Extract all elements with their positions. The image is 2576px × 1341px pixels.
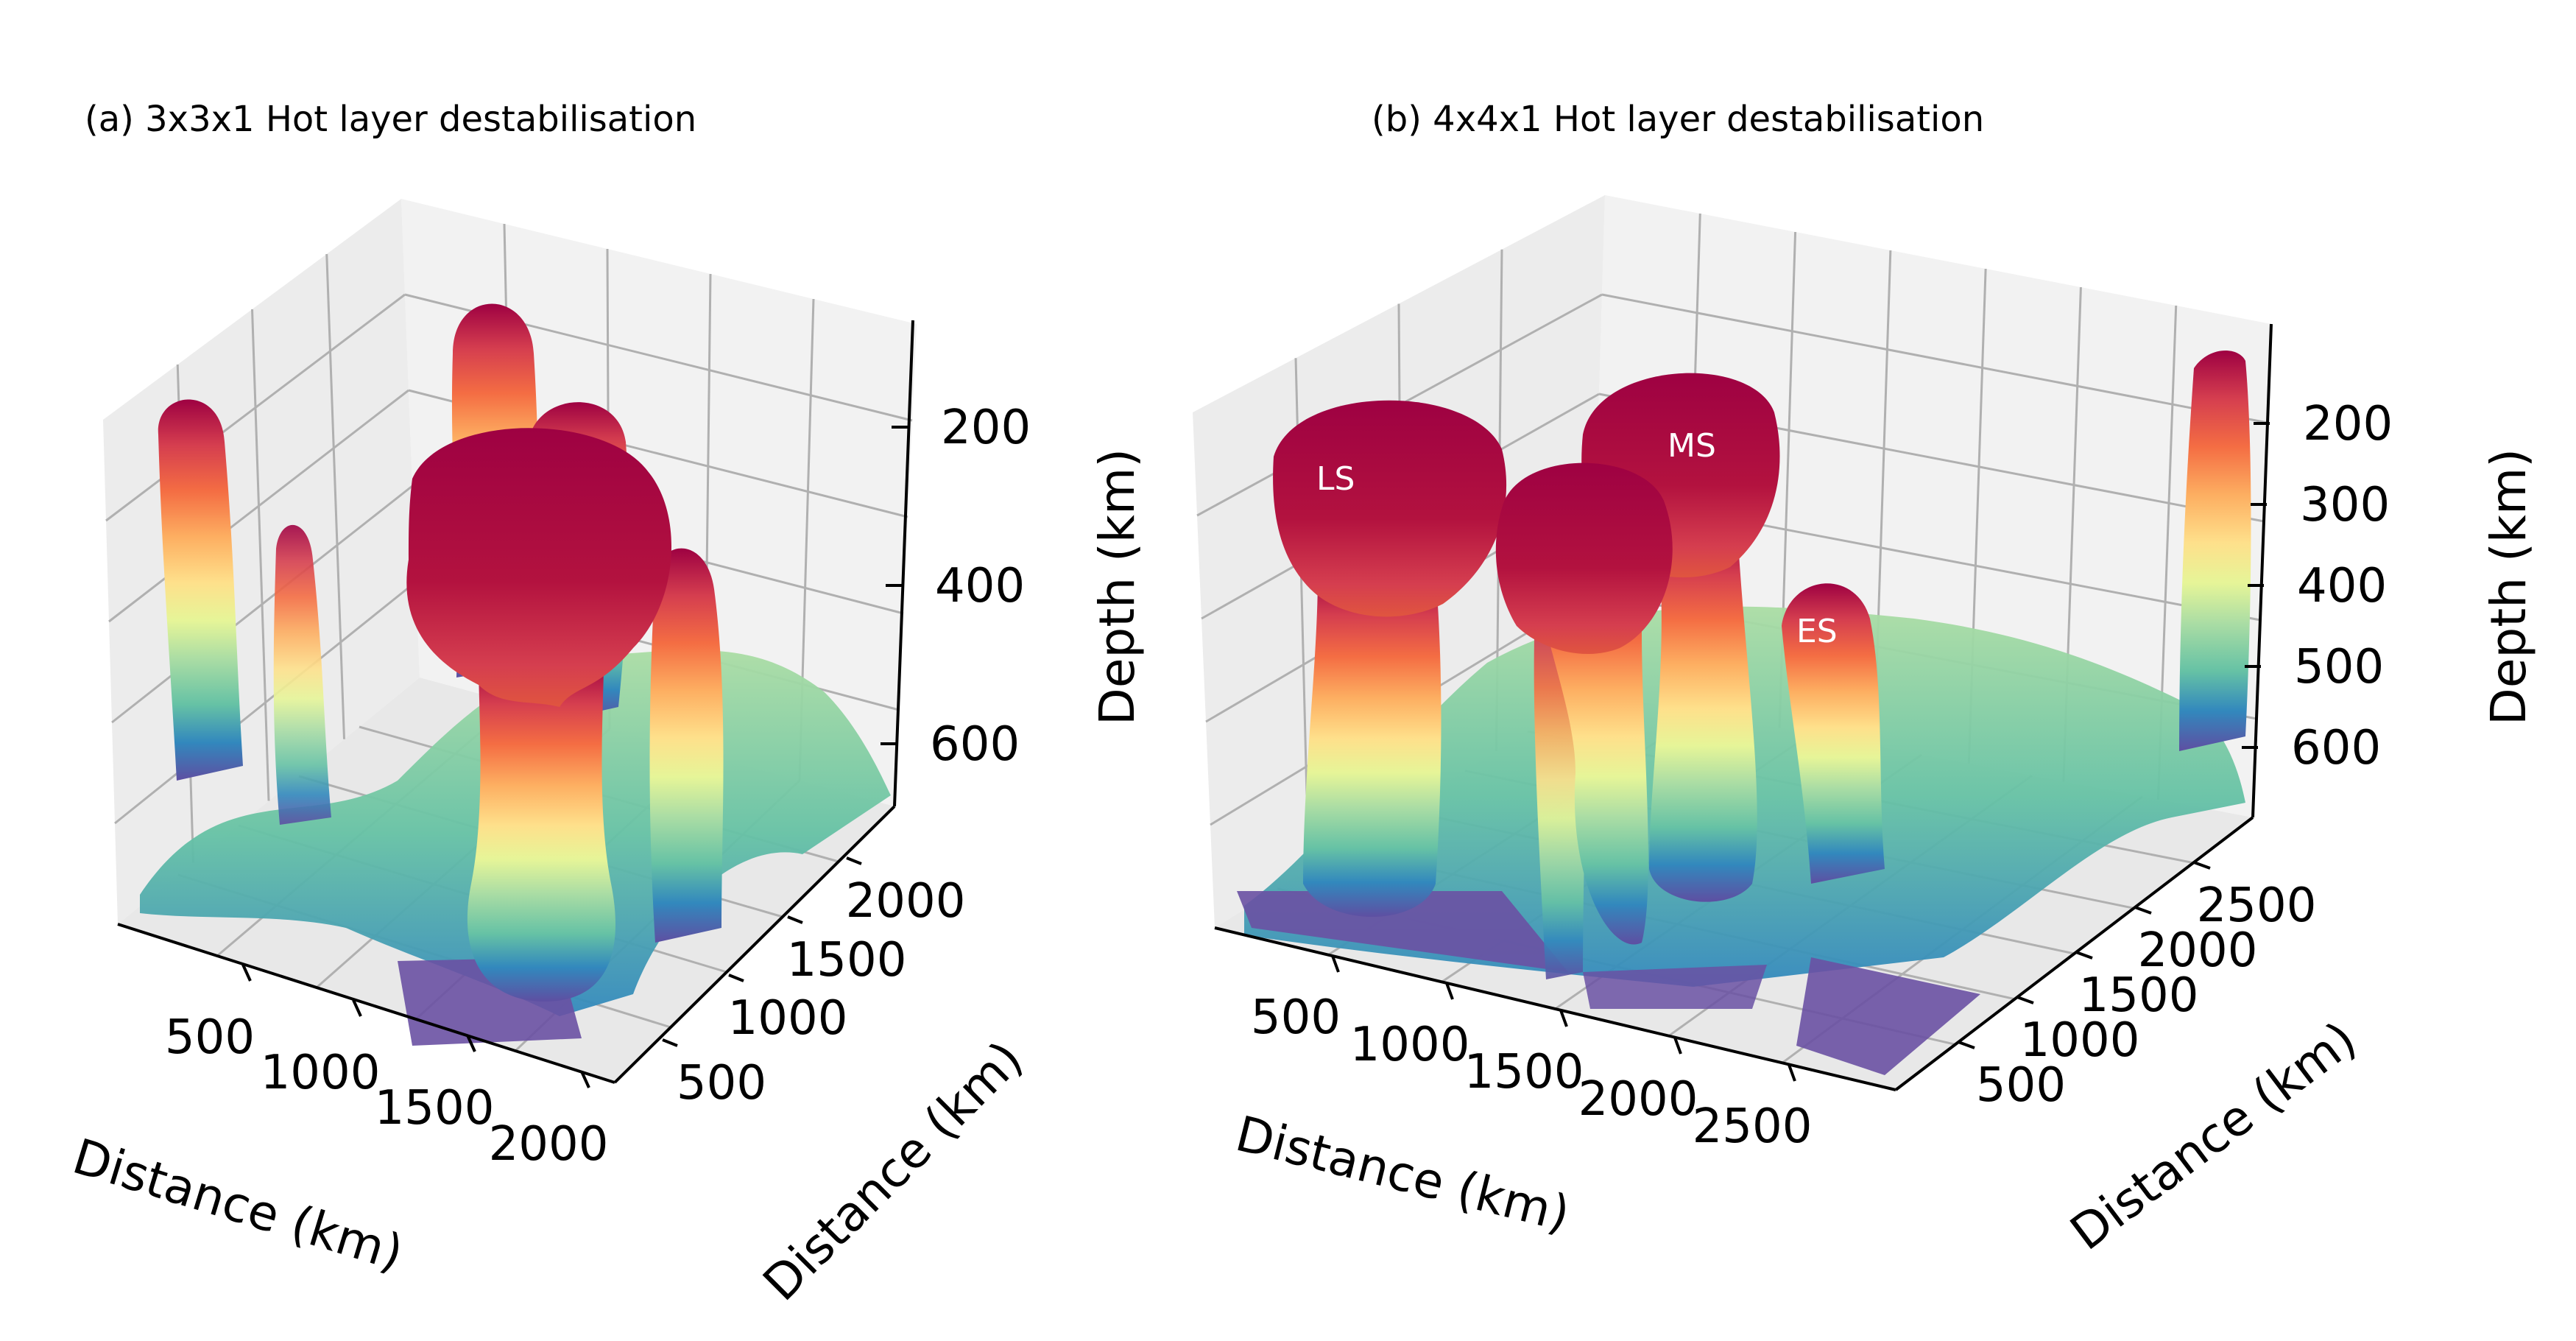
panel-b-x-tick-2000 <box>1673 1037 1682 1055</box>
panel-a-x-tick-label-1000: 1000 <box>261 1046 381 1100</box>
annotation-ls: LS <box>1316 460 1355 498</box>
panel-b: (b) 4x4x1 Hot layer destabilisation LS M… <box>1193 99 2537 1261</box>
panel-a-title: (a) 3x3x1 Hot layer destabilisation <box>85 99 696 140</box>
panel-a-y-tick-label-2000: 2000 <box>846 874 966 929</box>
panel-b-z-tick-label-200: 200 <box>2303 397 2393 451</box>
panel-b-z-axis-line <box>2251 323 2273 818</box>
panel-b-y-axis-line <box>1894 816 2254 1091</box>
panel-b-floor-patch-left <box>1237 891 1568 972</box>
panel-b-x-tick-1000 <box>1445 982 1454 1000</box>
panel-a-x-tick-2000 <box>580 1071 590 1088</box>
panel-a-z-tick-label-200: 200 <box>941 401 1031 455</box>
annotation-es: ES <box>1796 613 1838 650</box>
panel-a-z-ticks: 200 400 600 <box>881 401 1031 772</box>
panel-a-z-tick-label-400: 400 <box>935 559 1025 613</box>
panel-b-x-tick-2500 <box>1788 1064 1796 1082</box>
panel-b-floor-patch-right <box>1796 957 1980 1075</box>
panel-b-y-tick-500 <box>1958 1041 1975 1049</box>
panel-b-x-axis-line <box>1214 926 1896 1091</box>
panel-b-x-tick-label-1500: 1500 <box>1464 1045 1584 1099</box>
panel-b-x-tick-label-500: 500 <box>1251 990 1341 1045</box>
panel-b-floor-patch-mid <box>1583 965 1767 1009</box>
panel-b-z-tick-label-400: 400 <box>2297 559 2387 613</box>
panel-a-z-tick-label-600: 600 <box>930 717 1020 772</box>
panel-b-y-tick-1500 <box>2075 951 2093 960</box>
panel-b-y-tick-label-1500: 1500 <box>2079 968 2199 1023</box>
plume-a-right-front <box>649 548 724 943</box>
panel-b-x-tick-label-2000: 2000 <box>1578 1072 1698 1127</box>
panel-b-y-tick-2500 <box>2193 861 2211 870</box>
panel-a-x-tick-label-500: 500 <box>165 1010 255 1065</box>
panel-a-x-tick-1000 <box>352 999 362 1017</box>
panel-a-y-tick-2000 <box>846 856 862 865</box>
panel-b-y-tick-label-2500: 2500 <box>2197 879 2317 933</box>
panel-b-zlabel: Depth (km) <box>2480 448 2537 725</box>
panel-b-y-tick-2000 <box>2134 906 2152 915</box>
panel-a-ylabel: Distance (km) <box>752 1030 1034 1312</box>
plume-b-far-right <box>2179 351 2251 751</box>
plume-a-front-stem <box>467 663 615 1002</box>
panel-b-x-tick-1500 <box>1559 1010 1568 1027</box>
panel-b-y-tick-1000 <box>2016 996 2034 1004</box>
panel-a-x-tick-label-2000: 2000 <box>489 1117 609 1172</box>
annotation-ms: MS <box>1668 427 1716 465</box>
panel-a-x-tick-label-1500: 1500 <box>375 1081 495 1136</box>
panel-b-xlabel: Distance (km) <box>1230 1105 1575 1243</box>
panel-b-title: (b) 4x4x1 Hot layer destabilisation <box>1372 99 1984 140</box>
panel-b-y-tick-label-1000: 1000 <box>2020 1013 2140 1068</box>
panel-b-z-tick-label-300: 300 <box>2300 478 2390 532</box>
plume-b-front-head <box>1495 462 1673 655</box>
plume-b-ls-stem <box>1303 574 1441 917</box>
panel-a-y-tick-label-500: 500 <box>677 1056 766 1111</box>
panel-a-y-tick-1000 <box>728 974 744 982</box>
plume-b-ms-stem <box>1649 530 1757 902</box>
panel-b-x-tick-label-2500: 2500 <box>1693 1099 1813 1154</box>
panel-b-y-tick-label-2000: 2000 <box>2138 923 2258 978</box>
panel-a-xlabel: Distance (km) <box>66 1128 409 1282</box>
plume-a-front-head <box>406 428 672 707</box>
panel-a-x-tick-1500 <box>466 1035 476 1052</box>
panel-a-y-tick-1500 <box>787 915 803 924</box>
panel-b-z-tick-label-600: 600 <box>2291 721 2381 775</box>
plume-a-mid <box>273 524 331 825</box>
panel-b-z-ticks: 200 300 400 500 600 <box>2242 397 2393 775</box>
panel-a-y-tick-label-1500: 1500 <box>787 933 907 988</box>
panel-b-y-tick-label-500: 500 <box>1976 1058 2066 1113</box>
panel-a-y-axis-line <box>613 805 896 1084</box>
plume-a-left <box>158 399 243 781</box>
panel-b-x-tick-label-1000: 1000 <box>1350 1018 1470 1072</box>
panel-a-x-axis-line <box>117 923 615 1084</box>
panel-a-x-tick-500 <box>241 964 252 982</box>
panel-a-y-tick-label-1000: 1000 <box>728 991 848 1046</box>
panel-a-zlabel: Depth (km) <box>1089 448 1146 725</box>
panel-a-y-tick-500 <box>662 1038 678 1047</box>
panel-b-x-tick-500 <box>1331 955 1340 973</box>
panel-b-z-tick-label-500: 500 <box>2294 640 2384 694</box>
plume-b-es <box>1782 583 1885 884</box>
panel-a-z-axis-line <box>893 320 914 807</box>
panel-a: (a) 3x3x1 Hot layer destabilisation 5001… <box>66 99 1146 1312</box>
plume-b-ls-head <box>1273 400 1507 617</box>
